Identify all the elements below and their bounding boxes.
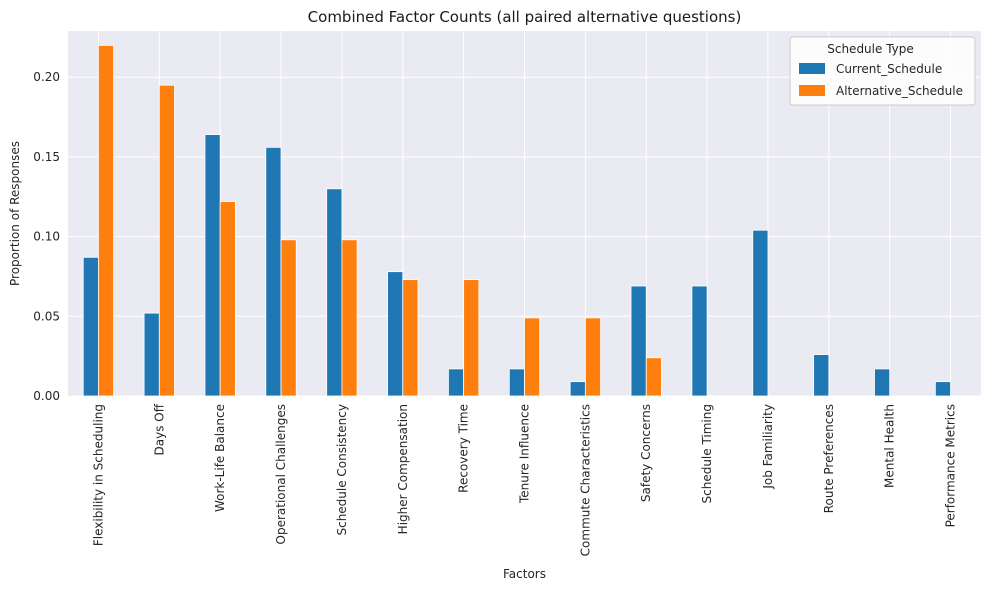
legend-swatch (799, 85, 825, 96)
y-tick-label: 0.10 (33, 230, 60, 244)
y-axis-label: Proportion of Responses (8, 141, 22, 286)
bar-alternative-schedule (219, 201, 236, 397)
bar-current-schedule (874, 368, 891, 397)
bar-current-schedule (569, 381, 586, 397)
legend-box (789, 36, 976, 106)
y-tick-label: 0.20 (33, 70, 60, 84)
x-tick-label: Work-Life Balance (213, 404, 227, 512)
bar-current-schedule (813, 354, 830, 397)
y-tick-label: 0.05 (33, 309, 60, 323)
bar-current-schedule (387, 271, 404, 397)
legend-items: Current_Schedule Alternative_Schedule (799, 62, 963, 98)
bar-current-schedule (143, 312, 160, 397)
legend-label: Current_Schedule (836, 62, 942, 76)
bar-alternative-schedule (98, 44, 115, 397)
bar-current-schedule (204, 134, 221, 397)
bar-current-schedule (630, 285, 647, 397)
legend: Schedule Type Current_Schedule Alternativ… (789, 36, 976, 106)
bar-alternative-schedule (158, 84, 175, 397)
bar-alternative-schedule (584, 317, 601, 397)
legend-title: Schedule Type (827, 42, 914, 56)
x-tick-label: Safety Concerns (639, 404, 653, 502)
bar-alternative-schedule (341, 239, 358, 397)
bar-current-schedule (508, 368, 525, 397)
x-tick-label: Higher Compensation (396, 404, 410, 534)
bar-current-schedule (752, 229, 769, 397)
bar-current-schedule (448, 368, 465, 397)
bar-alternative-schedule (524, 317, 541, 397)
x-tick-label: Tenure Influence (518, 404, 532, 504)
x-tick-label: Job Familiarity (761, 404, 775, 490)
bar-alternative-schedule (402, 279, 419, 397)
x-tick-label: Days Off (152, 403, 166, 455)
bar-current-schedule (326, 188, 343, 397)
x-tick-label: Commute Characteristics (578, 404, 592, 556)
x-axis-label: Factors (503, 567, 546, 581)
bars (82, 44, 951, 397)
legend-label: Alternative_Schedule (836, 84, 963, 98)
x-tick-label: Flexibility in Scheduling (91, 404, 105, 546)
bar-alternative-schedule (645, 357, 662, 397)
y-tick-label: 0.15 (33, 150, 60, 164)
x-tick-label: Route Preferences (822, 404, 836, 513)
x-tick-label: Performance Metrics (944, 404, 958, 527)
bar-current-schedule (265, 146, 282, 397)
y-tick-label: 0.00 (33, 389, 60, 403)
x-tick-label: Mental Health (883, 404, 897, 488)
chart-title: Combined Factor Counts (all paired alter… (308, 8, 742, 26)
y-axis-ticks: 0.00 0.05 0.10 0.15 0.20 (33, 70, 60, 403)
bar-alternative-schedule (280, 239, 297, 397)
x-tick-label: Operational Challenges (274, 404, 288, 544)
x-tick-label: Schedule Timing (700, 404, 714, 504)
bar-current-schedule (934, 381, 951, 397)
x-axis-ticks: Flexibility in Scheduling Days Off Work-Li… (91, 403, 957, 556)
bar-current-schedule (691, 285, 708, 397)
legend-swatch (799, 63, 825, 74)
x-tick-label: Schedule Consistency (335, 404, 349, 536)
x-tick-label: Recovery Time (457, 404, 471, 493)
bar-current-schedule (82, 256, 99, 397)
bar-alternative-schedule (463, 279, 480, 397)
